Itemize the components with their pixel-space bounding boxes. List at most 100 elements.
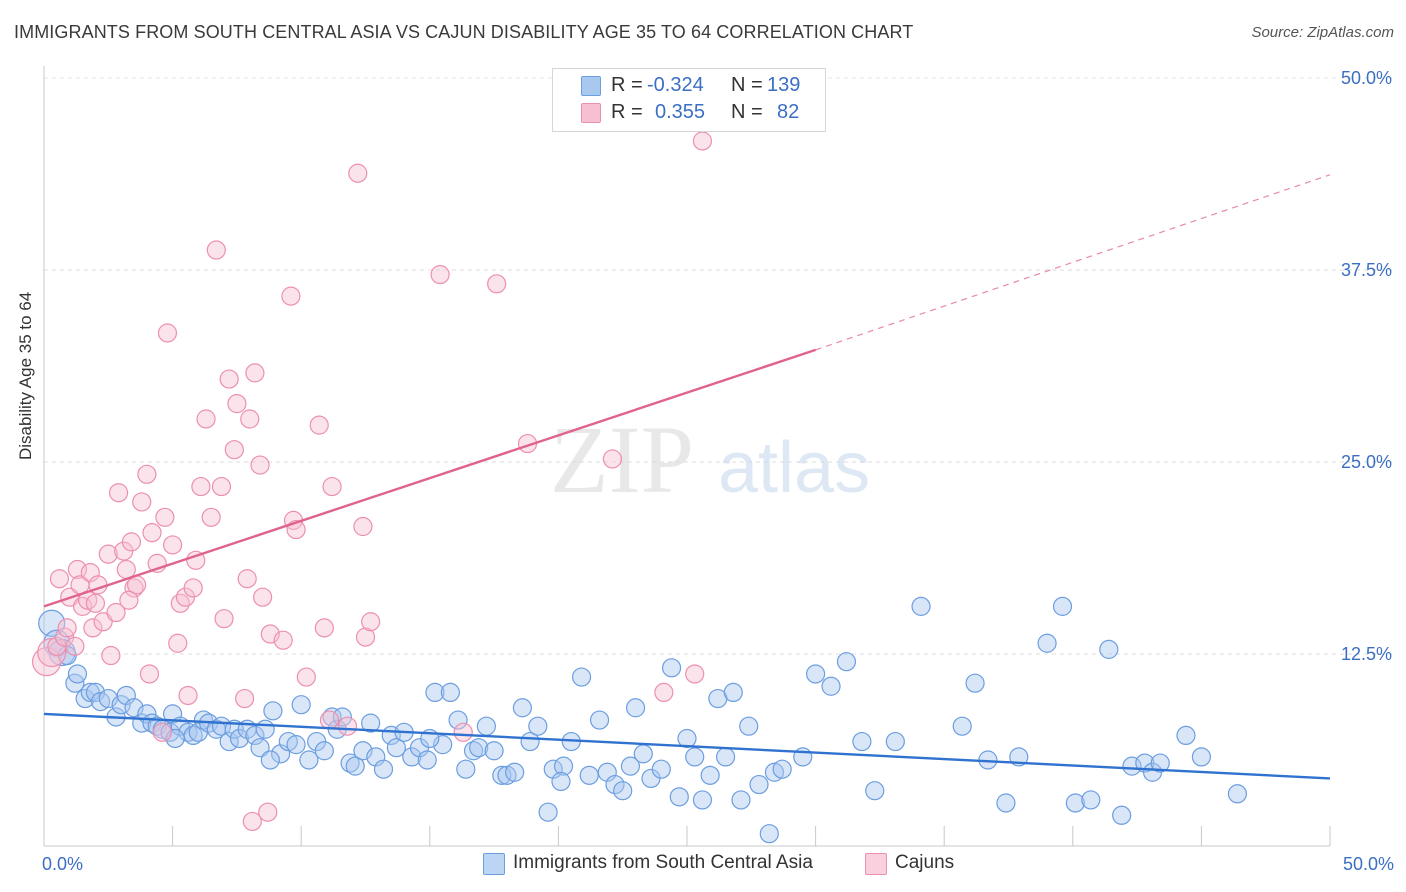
- point-immigrants: [43, 629, 71, 657]
- x-tick-label: 0.0%: [42, 854, 83, 874]
- point-cajuns: [685, 664, 705, 684]
- point-cajuns: [121, 532, 142, 552]
- point-cajuns: [430, 265, 450, 285]
- point-immigrants: [553, 756, 574, 776]
- point-immigrants: [651, 759, 671, 779]
- point-immigrants: [715, 747, 736, 767]
- point-immigrants: [291, 695, 311, 715]
- point-cajuns: [152, 722, 172, 742]
- point-cajuns: [245, 363, 265, 383]
- point-immigrants: [772, 759, 792, 779]
- point-immigrants: [75, 688, 95, 709]
- point-cajuns: [337, 716, 358, 736]
- watermark-zip: ZIP: [550, 406, 694, 513]
- point-immigrants: [852, 731, 872, 752]
- point-cajuns: [602, 449, 623, 469]
- trend-line-cajuns-extension: [815, 174, 1331, 351]
- point-immigrants: [551, 771, 571, 792]
- source-credit: Source: ZipAtlas.com: [1251, 24, 1394, 41]
- point-immigrants: [633, 744, 653, 764]
- point-cajuns: [201, 507, 221, 527]
- point-immigrants: [749, 774, 769, 795]
- point-cajuns: [250, 455, 270, 475]
- point-cajuns: [322, 476, 342, 497]
- point-cajuns: [237, 569, 257, 589]
- legend-n-value: 82: [777, 101, 800, 123]
- point-immigrants: [1191, 747, 1212, 767]
- point-immigrants: [250, 738, 270, 758]
- legend-row-cajuns: R = 0.355 N = 82: [553, 100, 825, 126]
- y-tick-label: 12.5%: [1341, 644, 1392, 664]
- y-tick-label: 37.5%: [1341, 260, 1392, 280]
- gridlines: [44, 77, 1392, 655]
- point-immigrants: [245, 725, 265, 746]
- axes: [43, 66, 1331, 847]
- point-immigrants: [345, 756, 365, 776]
- point-immigrants: [692, 790, 713, 810]
- point-immigrants: [605, 774, 625, 795]
- point-immigrants: [731, 790, 751, 810]
- point-cajuns: [83, 618, 103, 638]
- point-cajuns: [49, 569, 70, 589]
- point-immigrants: [1065, 793, 1085, 813]
- point-immigrants: [723, 682, 743, 703]
- legend-n-label: N =: [731, 74, 763, 96]
- point-cajuns: [170, 593, 190, 613]
- point-cajuns: [142, 523, 162, 543]
- point-immigrants: [1176, 725, 1196, 746]
- point-immigrants: [67, 664, 88, 684]
- point-cajuns: [348, 163, 368, 183]
- point-immigrants: [764, 762, 785, 782]
- watermark-atlas: atlas: [718, 428, 870, 508]
- point-immigrants: [528, 716, 548, 736]
- y-tick-label: 50.0%: [1341, 68, 1392, 88]
- point-immigrants: [366, 747, 386, 767]
- legend-r-label: R =: [611, 101, 643, 123]
- bottom-legend-swatch-pink: [865, 853, 887, 875]
- point-cajuns: [273, 630, 293, 650]
- point-immigrants: [597, 762, 617, 782]
- point-cajuns: [106, 602, 126, 623]
- point-cajuns: [191, 476, 211, 497]
- trend-lines: [43, 174, 1331, 780]
- point-cajuns: [108, 483, 129, 503]
- point-cajuns: [85, 593, 106, 613]
- trend-line-immigrants: [43, 712, 1331, 780]
- point-immigrants: [700, 765, 720, 785]
- point-cajuns: [219, 369, 239, 389]
- point-immigrants: [669, 787, 689, 807]
- point-immigrants: [1052, 596, 1073, 616]
- point-cajuns: [186, 550, 206, 570]
- point-immigrants: [448, 710, 468, 730]
- x-tick-label: 50.0%: [1343, 854, 1394, 874]
- point-cajuns: [98, 544, 118, 564]
- point-cajuns: [253, 587, 273, 607]
- point-immigrants: [497, 765, 517, 785]
- legend-row-immigrants: R = -0.324 N = 139: [553, 73, 825, 99]
- point-cajuns: [183, 578, 203, 598]
- point-immigrants: [278, 731, 298, 752]
- point-immigrants: [314, 741, 334, 761]
- point-immigrants: [425, 682, 445, 703]
- point-cajuns: [163, 535, 183, 555]
- point-cajuns: [296, 667, 316, 687]
- point-immigrants: [952, 716, 972, 736]
- point-cajuns: [214, 609, 234, 629]
- point-immigrants: [373, 759, 394, 779]
- point-immigrants: [340, 753, 360, 773]
- point-immigrants: [865, 781, 885, 801]
- point-immigrants: [463, 741, 484, 761]
- legend-r-label: R =: [611, 74, 643, 96]
- point-immigrants: [821, 676, 841, 696]
- point-cajuns: [361, 612, 381, 632]
- legend-n-value: 139: [767, 74, 801, 96]
- point-immigrants: [263, 701, 283, 721]
- point-immigrants: [538, 802, 558, 822]
- tick-labels: 12.5% 25.0% 37.5% 50.0% 0.0% 50.0%: [42, 68, 1394, 874]
- point-immigrants: [512, 698, 532, 718]
- legend-r-value: -0.324: [647, 74, 704, 96]
- point-immigrants: [677, 728, 697, 749]
- point-immigrants: [625, 698, 646, 718]
- point-immigrants: [361, 713, 381, 733]
